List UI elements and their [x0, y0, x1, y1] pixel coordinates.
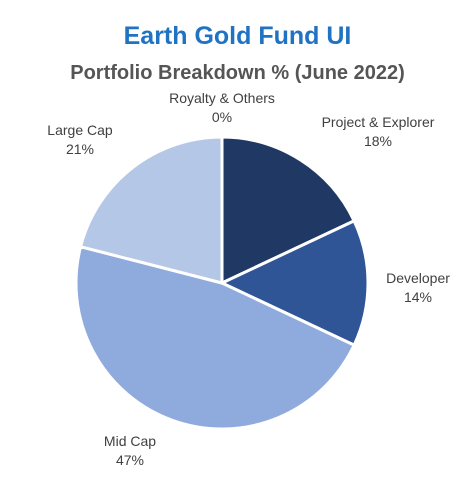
- value-label-project-explorer: 18%: [364, 133, 392, 149]
- category-label-royalty-others: Royalty & Others: [169, 90, 275, 106]
- category-label-mid-cap: Mid Cap: [104, 433, 156, 449]
- pie-slice-project-explorer: [220, 135, 356, 285]
- value-label-large-cap: 21%: [66, 141, 94, 157]
- value-label-mid-cap: 47%: [116, 452, 144, 468]
- category-label-project-explorer: Project & Explorer: [322, 114, 435, 130]
- chart-title: Earth Gold Fund UI: [123, 22, 352, 50]
- category-label-developer: Developer: [386, 270, 450, 286]
- pie-slice-mid-cap: [74, 245, 356, 431]
- pie-slice-large-cap: [79, 135, 224, 285]
- value-label-royalty-others: 0%: [212, 109, 232, 125]
- category-label-large-cap: Large Cap: [47, 122, 113, 138]
- pie-slice-developer: [220, 219, 370, 347]
- chart-subtitle: Portfolio Breakdown % (June 2022): [70, 62, 405, 84]
- value-label-developer: 14%: [404, 289, 432, 305]
